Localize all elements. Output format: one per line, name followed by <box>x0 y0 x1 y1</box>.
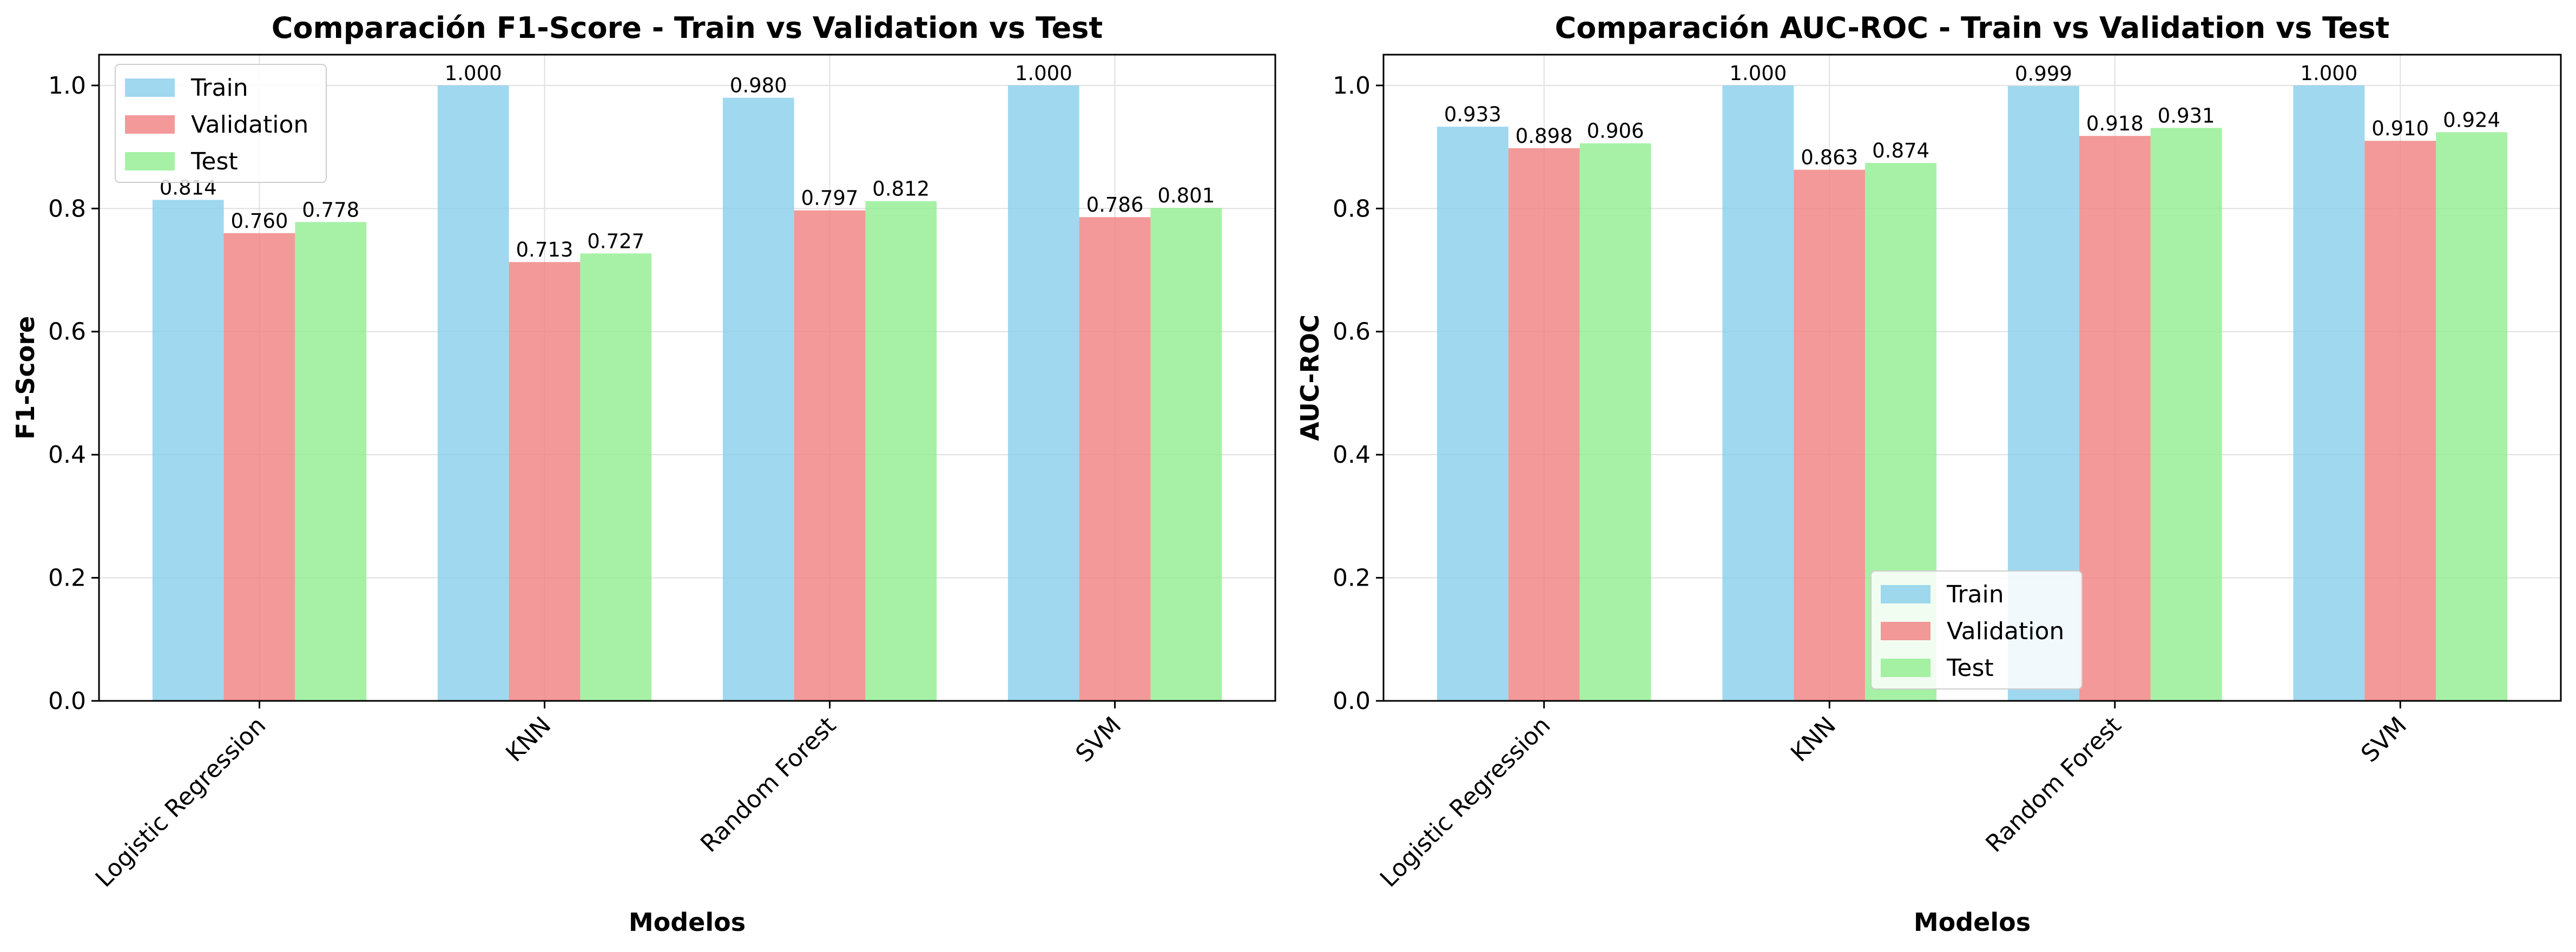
bar-test-logistic-regression <box>295 222 367 701</box>
bar-value-label: 0.898 <box>1516 124 1573 148</box>
bar-value-label: 0.933 <box>1444 103 1501 126</box>
y-tick-label: 0.4 <box>48 441 86 469</box>
bar-validation-logistic-regression <box>1508 148 1580 701</box>
bar-train-svm <box>1007 85 1079 701</box>
bar-value-label: 0.727 <box>587 229 644 253</box>
bar-validation-svm <box>1079 217 1151 701</box>
legend-swatch-train <box>125 78 175 97</box>
legend-label-test: Test <box>190 148 238 175</box>
x-tick-label: Random Forest <box>1980 712 2126 858</box>
bar-value-label: 1.000 <box>1729 62 1787 85</box>
x-axis-label: Modelos <box>629 908 746 937</box>
bar-value-label: 1.000 <box>1015 62 1072 85</box>
bar-validation-knn <box>509 262 581 701</box>
bar-value-label: 0.999 <box>2015 62 2072 86</box>
x-tick-label: SVM <box>1070 712 1126 768</box>
bar-value-label: 1.000 <box>2300 62 2357 85</box>
y-tick-label: 0.8 <box>48 195 86 222</box>
x-tick-label: KNN <box>500 712 556 767</box>
legend-swatch-validation <box>125 115 175 134</box>
bar-train-svm <box>2293 85 2365 701</box>
bar-value-label: 0.931 <box>2158 104 2215 127</box>
axes-frame <box>98 54 1276 702</box>
x-tick-label: KNN <box>1786 712 1841 767</box>
x-tick-label: Logistic Regression <box>90 712 272 893</box>
y-tick-label: 0.2 <box>48 564 86 592</box>
legend-swatch-test <box>125 152 175 170</box>
chart-title: Comparación F1-Score - Train vs Validati… <box>272 11 1103 45</box>
y-axis-label: F1-Score <box>11 316 40 439</box>
bar-value-label: 0.760 <box>230 209 288 233</box>
bar-test-svm <box>2436 132 2508 701</box>
y-tick-label: 0.6 <box>1333 318 1371 346</box>
y-tick-label: 0.0 <box>1333 687 1371 715</box>
bar-test-logistic-regression <box>1579 143 1651 701</box>
bar-value-label: 0.906 <box>1587 120 1644 143</box>
bar-value-label: 0.786 <box>1086 193 1144 216</box>
y-tick-label: 1.0 <box>1333 72 1371 100</box>
bar-train-logistic-regression <box>1437 127 1508 701</box>
x-tick-label: Logistic Regression <box>1375 712 1556 893</box>
bar-value-label: 1.000 <box>445 62 502 85</box>
bar-value-label: 0.918 <box>2086 112 2144 135</box>
bar-test-random-forest <box>865 201 937 701</box>
y-tick-label: 0.6 <box>48 318 86 346</box>
legend-swatch-test <box>1881 659 1931 677</box>
bar-validation-knn <box>1794 169 1866 701</box>
bar-value-label: 0.797 <box>801 187 859 210</box>
legend-label-train: Train <box>190 74 248 102</box>
legend-label-validation: Validation <box>191 111 308 139</box>
bar-validation-random-forest <box>2079 136 2151 701</box>
chart-title: Comparación AUC-ROC - Train vs Validatio… <box>1555 11 2390 45</box>
bar-value-label: 0.874 <box>1872 139 1929 162</box>
legend-label-test: Test <box>1946 654 1994 682</box>
y-tick-label: 0.2 <box>1333 564 1371 592</box>
axes-frame <box>1382 54 2562 702</box>
auc-roc-chart: 0.933 1.000 0.999 1.000 0.898 0.863 0.918 0.910… <box>1295 11 2562 937</box>
legend: Train Validation Test <box>1870 570 2083 690</box>
bar-value-label: 0.713 <box>516 238 574 261</box>
x-axis-label: Modelos <box>1914 908 2031 937</box>
bar-train-knn <box>1722 85 1794 701</box>
y-axis-label: AUC-ROC <box>1295 314 1325 441</box>
y-tick-label: 1.0 <box>48 72 86 100</box>
bar-test-knn <box>580 253 652 701</box>
bar-test-random-forest <box>2150 128 2222 701</box>
bar-validation-random-forest <box>794 210 866 701</box>
y-tick-label: 0.8 <box>1333 195 1371 222</box>
y-tick-label: 0.4 <box>1333 441 1371 469</box>
bar-value-label: 0.778 <box>302 198 359 221</box>
legend-swatch-validation <box>1881 622 1931 640</box>
bar-value-label: 0.801 <box>1157 184 1215 207</box>
bar-train-random-forest <box>722 97 794 701</box>
bar-value-label: 0.924 <box>2443 108 2500 132</box>
bar-value-label: 0.980 <box>730 74 787 97</box>
bar-validation-logistic-regression <box>223 233 295 701</box>
bar-test-svm <box>1150 208 1222 701</box>
bar-train-logistic-regression <box>152 200 224 701</box>
bar-value-label: 0.863 <box>1801 146 1858 169</box>
x-tick-label: Random Forest <box>695 712 841 858</box>
legend-label-train: Train <box>1946 581 2004 608</box>
bar-train-knn <box>437 85 509 701</box>
bar-value-label: 0.812 <box>872 178 930 201</box>
legend: Train Validation Test <box>115 64 327 183</box>
legend-label-validation: Validation <box>1947 618 2064 645</box>
bar-value-label: 0.910 <box>2371 117 2429 140</box>
legend-swatch-train <box>1881 585 1931 603</box>
y-tick-label: 0.0 <box>48 687 86 715</box>
bar-validation-svm <box>2364 141 2436 701</box>
x-tick-label: SVM <box>2356 712 2412 768</box>
